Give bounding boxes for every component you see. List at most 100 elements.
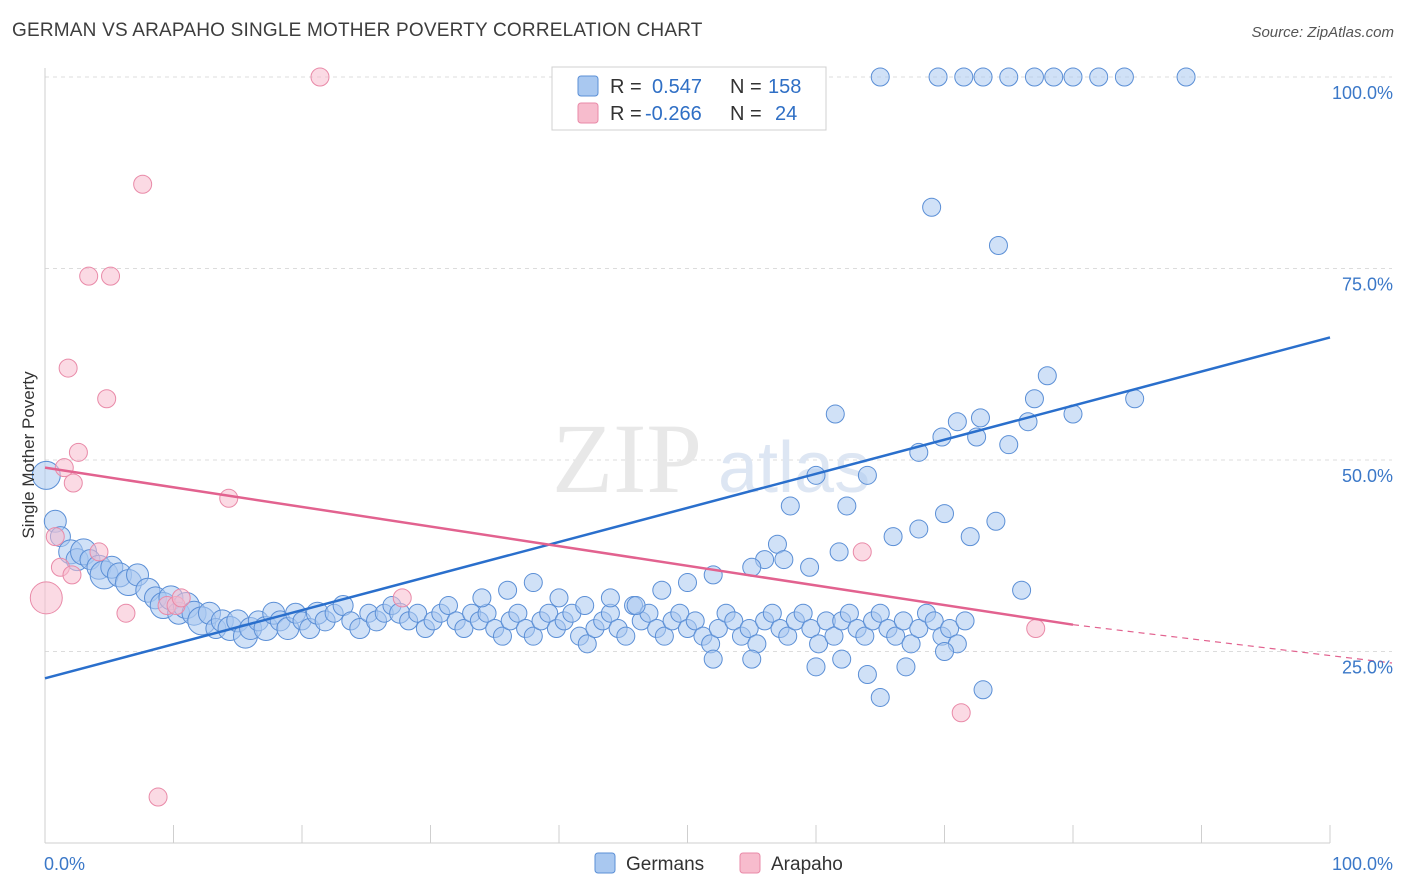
- germans-point: [774, 550, 794, 570]
- germans-point: [1063, 67, 1083, 87]
- arapaho-trend-line: [44, 466, 1074, 626]
- germans-point: [999, 67, 1019, 87]
- germans-point: [955, 611, 975, 631]
- germans-point: [739, 619, 759, 639]
- germans-point: [970, 408, 990, 428]
- arapaho-point: [89, 542, 109, 562]
- germans-point: [935, 504, 954, 524]
- bottom-legend-swatch-germans: [594, 852, 616, 874]
- germans-point: [1037, 366, 1057, 386]
- legend-n-value-arapaho: 24: [775, 103, 797, 125]
- tick-labels: 25.0% 50.0% 75.0% 100.0% 0.0% 100.0%: [44, 83, 1393, 874]
- arapaho-point: [310, 67, 330, 87]
- germans-point: [780, 496, 800, 516]
- arapaho-point: [133, 174, 153, 194]
- germans-point: [1089, 67, 1109, 87]
- arapaho-point: [62, 565, 82, 585]
- arapaho-point: [68, 442, 88, 462]
- legend-r-value-germans: 0.547: [652, 76, 702, 98]
- legend-n-value-germans: 158: [768, 76, 801, 98]
- correlation-legend: R = 0.547 N = 158 R = -0.266 N = 24: [551, 66, 827, 131]
- germans-point: [896, 657, 916, 677]
- germans-point: [539, 603, 559, 623]
- germans-point: [886, 626, 906, 646]
- chart-title: GERMAN VS ARAPAHO SINGLE MOTHER POVERTY …: [12, 20, 703, 41]
- germans-point: [724, 611, 744, 631]
- germans-point: [652, 580, 672, 600]
- germans-point: [549, 588, 569, 608]
- germans-point: [685, 611, 705, 631]
- germans-point: [988, 236, 1008, 256]
- arapaho-points: [29, 67, 1046, 807]
- germans-point: [1176, 67, 1196, 87]
- germans-point: [708, 619, 728, 639]
- watermark-atlas: atlas: [718, 428, 870, 508]
- germans-point: [454, 619, 474, 639]
- arapaho-point: [101, 266, 121, 286]
- germans-point: [408, 603, 428, 623]
- germans-point: [800, 557, 820, 577]
- germans-point: [855, 626, 875, 646]
- arapaho-point: [97, 389, 117, 409]
- germans-point: [837, 496, 857, 516]
- arapaho-point: [29, 581, 63, 615]
- germans-point: [801, 619, 821, 639]
- x-tick-label: 100.0%: [1332, 854, 1393, 874]
- y-axis-label: Single Mother Poverty: [19, 371, 38, 539]
- x-tick-label: 0.0%: [44, 854, 85, 874]
- arapaho-point: [951, 703, 971, 723]
- arapaho-trend-extension: [1072, 624, 1393, 664]
- germans-point: [954, 67, 974, 87]
- grid-lines: [45, 76, 1392, 652]
- arapaho-point: [116, 603, 136, 623]
- germans-point: [806, 657, 826, 677]
- germans-point: [670, 603, 690, 623]
- germans-point: [508, 603, 528, 623]
- bottom-legend-germans: Germans: [626, 854, 704, 875]
- germans-point: [523, 626, 543, 646]
- germans-point: [626, 596, 646, 616]
- germans-point: [742, 649, 762, 669]
- legend-swatch-germans: [577, 75, 599, 97]
- arapaho-point: [171, 588, 191, 608]
- germans-point: [870, 687, 890, 707]
- arapaho-point: [1026, 619, 1046, 639]
- germans-point: [999, 435, 1019, 455]
- germans-point: [839, 603, 859, 623]
- germans-point: [870, 603, 890, 623]
- axes: [44, 68, 1331, 844]
- germans-point: [829, 542, 849, 562]
- arapaho-point: [148, 787, 168, 807]
- legend-r-label-germans: R =: [610, 76, 642, 98]
- legend-swatch-arapaho: [577, 102, 599, 124]
- germans-point: [924, 611, 944, 631]
- arapaho-point: [852, 542, 872, 562]
- germans-point: [870, 67, 890, 87]
- germans-point: [922, 197, 942, 217]
- germans-point: [857, 664, 877, 684]
- germans-point: [1024, 389, 1044, 409]
- germans-point: [960, 527, 980, 547]
- germans-point: [909, 519, 929, 539]
- germans-point: [940, 619, 960, 639]
- arapaho-point: [45, 527, 65, 547]
- legend-r-label-arapaho: R =: [610, 103, 642, 125]
- bottom-legend-arapaho: Arapaho: [771, 854, 843, 875]
- germans-point: [935, 642, 954, 661]
- watermark: ZIP atlas: [552, 403, 870, 514]
- arapaho-point: [58, 358, 78, 378]
- germans-point: [928, 67, 948, 87]
- germans-point: [973, 67, 993, 87]
- germans-point: [575, 596, 595, 616]
- germans-point: [1024, 67, 1044, 87]
- legend-r-value-arapaho: -0.266: [645, 103, 702, 125]
- germans-point: [1125, 389, 1145, 409]
- y-tick-label: 50.0%: [1342, 466, 1393, 486]
- germans-point: [1114, 67, 1134, 87]
- germans-point: [654, 626, 674, 646]
- germans-point: [832, 649, 852, 669]
- germans-point: [492, 626, 512, 646]
- germans-point: [523, 573, 543, 593]
- y-tick-label: 75.0%: [1342, 275, 1393, 295]
